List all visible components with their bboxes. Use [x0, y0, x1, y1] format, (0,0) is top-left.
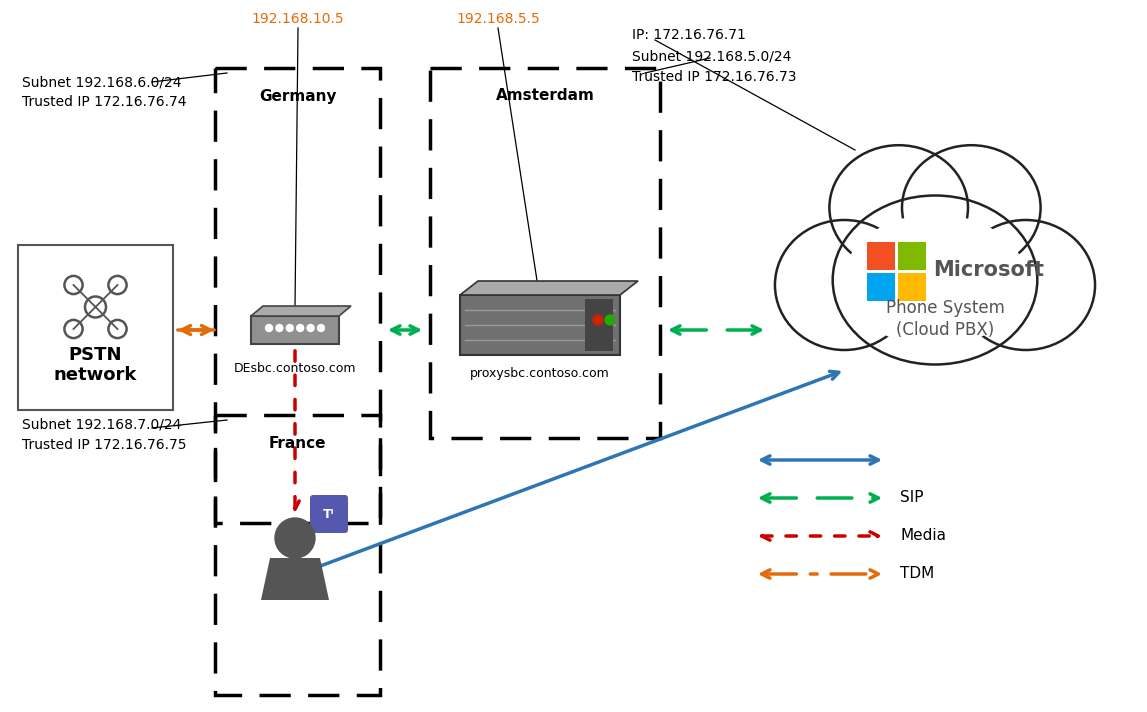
Text: (Cloud PBX): (Cloud PBX) [896, 321, 994, 339]
Ellipse shape [829, 145, 968, 270]
Circle shape [297, 325, 304, 332]
Text: France: France [268, 436, 326, 451]
Text: Trusted IP 172.16.76.75: Trusted IP 172.16.76.75 [22, 438, 187, 452]
Bar [898, 273, 926, 301]
Text: Trusted IP 172.16.76.74: Trusted IP 172.16.76.74 [22, 95, 187, 109]
Bar [214, 415, 380, 695]
Text: 192.168.5.5: 192.168.5.5 [457, 12, 540, 26]
Text: Trusted IP 172.16.76.73: Trusted IP 172.16.76.73 [632, 70, 796, 84]
Polygon shape [460, 281, 638, 295]
Circle shape [275, 518, 315, 558]
Text: Subnet 192.168.6.0/24: Subnet 192.168.6.0/24 [22, 75, 181, 89]
Text: Subnet 192.168.5.0/24: Subnet 192.168.5.0/24 [632, 50, 791, 64]
Circle shape [265, 325, 273, 332]
Text: Media: Media [900, 528, 946, 543]
Text: Microsoft: Microsoft [933, 260, 1044, 280]
Text: Subnet 192.168.7.0/24: Subnet 192.168.7.0/24 [22, 418, 181, 432]
Text: Phone System: Phone System [885, 299, 1005, 317]
Circle shape [604, 315, 615, 325]
Ellipse shape [844, 215, 1025, 345]
Text: SIP: SIP [900, 491, 923, 506]
Bar [898, 242, 926, 270]
Circle shape [276, 325, 283, 332]
Bar [251, 316, 340, 344]
FancyBboxPatch shape [310, 495, 348, 533]
Circle shape [307, 325, 314, 332]
Ellipse shape [775, 220, 913, 350]
Ellipse shape [902, 145, 1040, 270]
Text: Amsterdam: Amsterdam [496, 88, 594, 103]
Polygon shape [251, 306, 351, 316]
Ellipse shape [833, 196, 1037, 365]
Bar [18, 245, 173, 410]
Bar [460, 295, 621, 355]
Polygon shape [262, 558, 329, 600]
Text: 192.168.10.5: 192.168.10.5 [251, 12, 344, 26]
Circle shape [318, 325, 325, 332]
Text: Germany: Germany [259, 88, 336, 103]
Circle shape [593, 315, 603, 325]
Text: IP: 172.16.76.71: IP: 172.16.76.71 [632, 28, 746, 42]
Text: TDM: TDM [900, 567, 935, 582]
Ellipse shape [957, 220, 1095, 350]
Text: proxysbc.contoso.com: proxysbc.contoso.com [470, 367, 610, 380]
Bar [430, 68, 660, 438]
Text: PSTN
network: PSTN network [54, 345, 138, 384]
Bar [867, 273, 895, 301]
Bar [585, 299, 612, 351]
Text: Tᴵ: Tᴵ [323, 508, 335, 520]
Bar [214, 68, 380, 523]
Text: DEsbc.contoso.com: DEsbc.contoso.com [234, 362, 357, 375]
Bar [867, 242, 895, 270]
Circle shape [287, 325, 294, 332]
